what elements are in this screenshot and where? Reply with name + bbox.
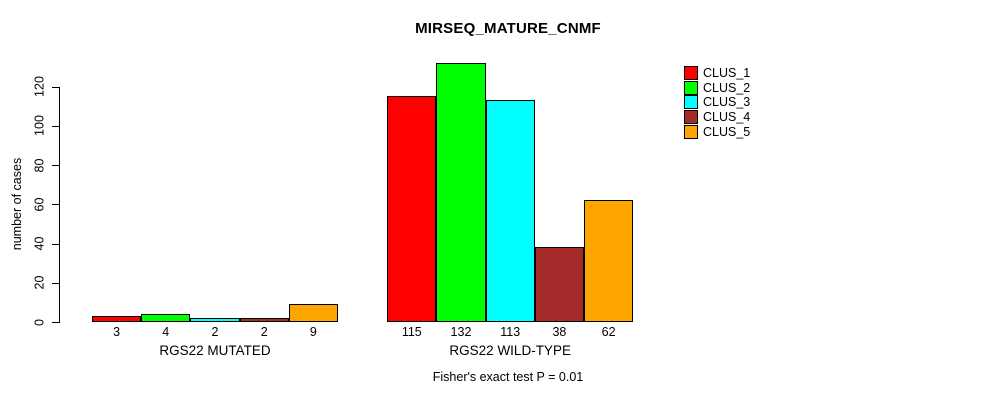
bar-value-label: 62 <box>601 325 616 339</box>
y-tick <box>52 282 60 284</box>
bar-value-label: 4 <box>162 325 170 339</box>
group-label: RGS22 MUTATED <box>159 343 271 358</box>
bar <box>288 304 338 322</box>
y-tick <box>52 125 60 127</box>
bar-value-label: 38 <box>552 325 567 339</box>
bar <box>485 100 535 322</box>
bar-value-label: 115 <box>401 325 422 339</box>
bar <box>190 318 240 322</box>
bar-value-label: 3 <box>113 325 121 339</box>
y-tick-label: 40 <box>32 236 47 251</box>
group-label: RGS22 WILD-TYPE <box>449 343 571 358</box>
bar <box>141 314 191 322</box>
bar-value-label: 113 <box>500 325 521 339</box>
y-tick-label: 80 <box>32 158 47 173</box>
bar-value-label: 9 <box>309 325 317 339</box>
y-tick <box>52 243 60 245</box>
y-tick-label: 0 <box>32 318 47 326</box>
bar <box>239 318 289 322</box>
bar <box>584 200 634 322</box>
chart-title: MIRSEQ_MATURE_CNMF <box>415 20 601 37</box>
y-tick <box>52 322 60 323</box>
bar-value-label: 2 <box>260 325 268 339</box>
annotation-text: Fisher's exact test P = 0.01 <box>432 370 584 384</box>
bar <box>387 96 437 322</box>
y-tick-label: 20 <box>32 275 47 290</box>
bar <box>534 247 584 322</box>
bar-value-label: 2 <box>211 325 219 339</box>
bar <box>92 316 142 322</box>
y-tick <box>52 86 60 88</box>
bar <box>436 63 486 322</box>
y-tick <box>52 165 60 167</box>
y-tick <box>52 204 60 206</box>
y-tick-label: 60 <box>32 197 47 212</box>
bar-value-label: 132 <box>450 325 472 339</box>
y-tick-label: 100 <box>32 115 47 137</box>
y-tick-label: 120 <box>32 76 47 98</box>
